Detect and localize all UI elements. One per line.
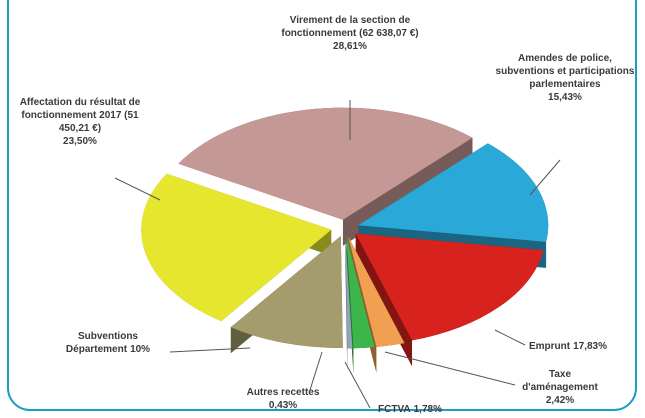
leader-line bbox=[529, 159, 561, 196]
slice-label-group: Virement de la section de fonctionnement… bbox=[275, 14, 425, 53]
frame bbox=[7, 0, 637, 411]
slice-label-group: FCTVA 1,78% bbox=[350, 403, 470, 416]
slice-label: Taxe d'aménagement bbox=[522, 369, 598, 393]
slice-label: FCTVA bbox=[378, 404, 411, 415]
value-label: 0,43% bbox=[268, 400, 298, 411]
slice-label-group: Emprunt 17,83% bbox=[498, 340, 638, 353]
slice bbox=[230, 236, 343, 349]
value-label: 15,43% bbox=[548, 92, 582, 103]
value-label: 2,42% bbox=[545, 395, 575, 406]
value-label: 10% bbox=[130, 344, 151, 355]
leader-line bbox=[384, 351, 516, 386]
slice-label: Virement de la section de fonctionnement… bbox=[281, 15, 419, 39]
slice bbox=[348, 236, 405, 347]
slice-label-group: Taxe d'aménagement 2,42% bbox=[515, 368, 605, 407]
leader-line bbox=[169, 347, 251, 353]
value-label: 23,50% bbox=[63, 136, 97, 147]
slice bbox=[358, 143, 549, 242]
value-label: 17,83% bbox=[573, 341, 608, 352]
slice-label: Amendes de police, subventions et partic… bbox=[495, 53, 635, 90]
leader-line bbox=[114, 177, 161, 201]
slice-label: Emprunt bbox=[528, 341, 571, 352]
slice bbox=[178, 107, 473, 220]
leader-line bbox=[494, 329, 526, 346]
slice-label: Subventions Département bbox=[65, 331, 138, 355]
slice bbox=[355, 233, 544, 341]
leader-line bbox=[344, 361, 371, 409]
slice-label: Affectation du résultat de fonctionnemen… bbox=[19, 97, 141, 134]
slice-label: Autres recettes bbox=[246, 387, 320, 398]
slice-label-group: Subventions Département 10% bbox=[43, 330, 173, 356]
value-label: 1,78% bbox=[413, 404, 442, 415]
leader-line bbox=[309, 351, 323, 391]
slice-label-group: Amendes de police, subventions et partic… bbox=[490, 52, 640, 104]
slice-label-group: Autres recettes 0,43% bbox=[238, 386, 328, 412]
slice bbox=[346, 236, 375, 349]
value-label: 28,61% bbox=[333, 41, 367, 52]
slice bbox=[345, 236, 353, 349]
slice-label-group: Affectation du résultat de fonctionnemen… bbox=[15, 96, 145, 148]
slice bbox=[141, 173, 332, 322]
